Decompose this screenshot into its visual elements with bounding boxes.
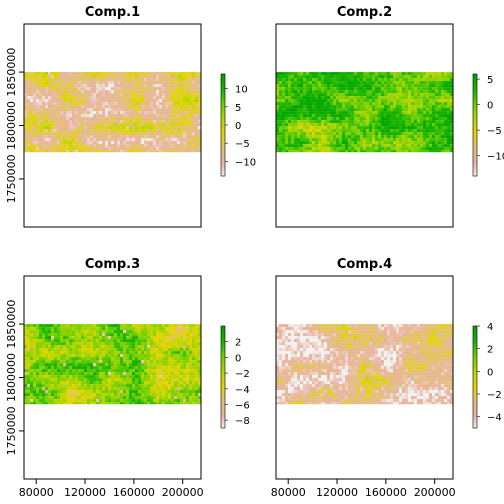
legend-tick-label: 2 (487, 345, 493, 356)
x-tick-label: 80000 (271, 486, 306, 499)
panel-title: Comp.4 (337, 257, 392, 272)
legend-tick-label: 0 (487, 367, 493, 378)
legend-frame (220, 325, 226, 429)
legend-frame (472, 73, 478, 177)
legend-tick-label: −2 (235, 369, 250, 380)
legend-frame (472, 325, 478, 429)
x-tick-label: 120000 (64, 486, 106, 499)
plot-frame (275, 275, 454, 480)
panel-3: Comp.3 1750000 1800000 1850000 80000 120000 16… (5, 257, 250, 499)
x-tick-label: 200000 (414, 486, 456, 499)
y-tick-label: 1850000 (5, 300, 18, 349)
panel-title: Comp.2 (337, 5, 392, 20)
legend-colorbar: 2 0 −2 −4 −6 −8 (220, 325, 250, 429)
raster-image (24, 324, 201, 405)
y-tick-label: 1800000 (5, 353, 18, 402)
y-tick-label: 1800000 (5, 101, 18, 150)
legend-tick-label: 0 (235, 121, 241, 132)
x-tick-label: 80000 (19, 486, 54, 499)
legend-tick-label: −6 (235, 400, 250, 411)
x-tick-label: 120000 (316, 486, 358, 499)
legend-colorbar: 10 5 0 −5 −10 (220, 73, 256, 177)
raster-image (24, 72, 201, 153)
panel-4: Comp.4 80000 120000 160000 200000 4 2 0 −2 −4 (271, 257, 502, 499)
legend-tick-label: −10 (235, 157, 256, 168)
legend-tick-label: −8 (235, 416, 250, 427)
raster-image (276, 72, 453, 153)
legend-tick-label: −5 (235, 139, 250, 150)
y-tick-label: 1750000 (5, 154, 18, 203)
legend-tick-label: 0 (487, 101, 493, 112)
x-tick-label: 160000 (113, 486, 155, 499)
x-tick-label: 160000 (365, 486, 407, 499)
legend-tick-label: 2 (235, 338, 241, 349)
legend-tick-label: −2 (487, 390, 502, 401)
panel-2: Comp.2 5 0 −5 −10 (275, 5, 504, 228)
y-tick-label: 1750000 (5, 406, 18, 455)
panel-title: Comp.3 (85, 257, 140, 272)
x-tick-label: 200000 (162, 486, 204, 499)
legend-colorbar: 4 2 0 −2 −4 (472, 322, 502, 429)
legend-tick-label: −4 (487, 413, 502, 424)
legend-tick-label: −5 (487, 126, 502, 137)
legend-tick-label: 10 (235, 85, 248, 96)
raster-image (276, 324, 453, 405)
panel-1: Comp.1 1750000 1800000 1850000 10 5 0 −5 −10 (5, 5, 256, 228)
legend-tick-label: −10 (487, 152, 504, 163)
legend-tick-label: 5 (487, 75, 493, 86)
plot-frame (275, 23, 454, 228)
legend-tick-label: 4 (487, 322, 493, 333)
legend-tick-label: 0 (235, 353, 241, 364)
legend-colorbar: 5 0 −5 −10 (472, 73, 504, 177)
panel-title: Comp.1 (85, 5, 140, 20)
legend-tick-label: 5 (235, 103, 241, 114)
legend-tick-label: −4 (235, 385, 250, 396)
y-tick-label: 1850000 (5, 48, 18, 97)
